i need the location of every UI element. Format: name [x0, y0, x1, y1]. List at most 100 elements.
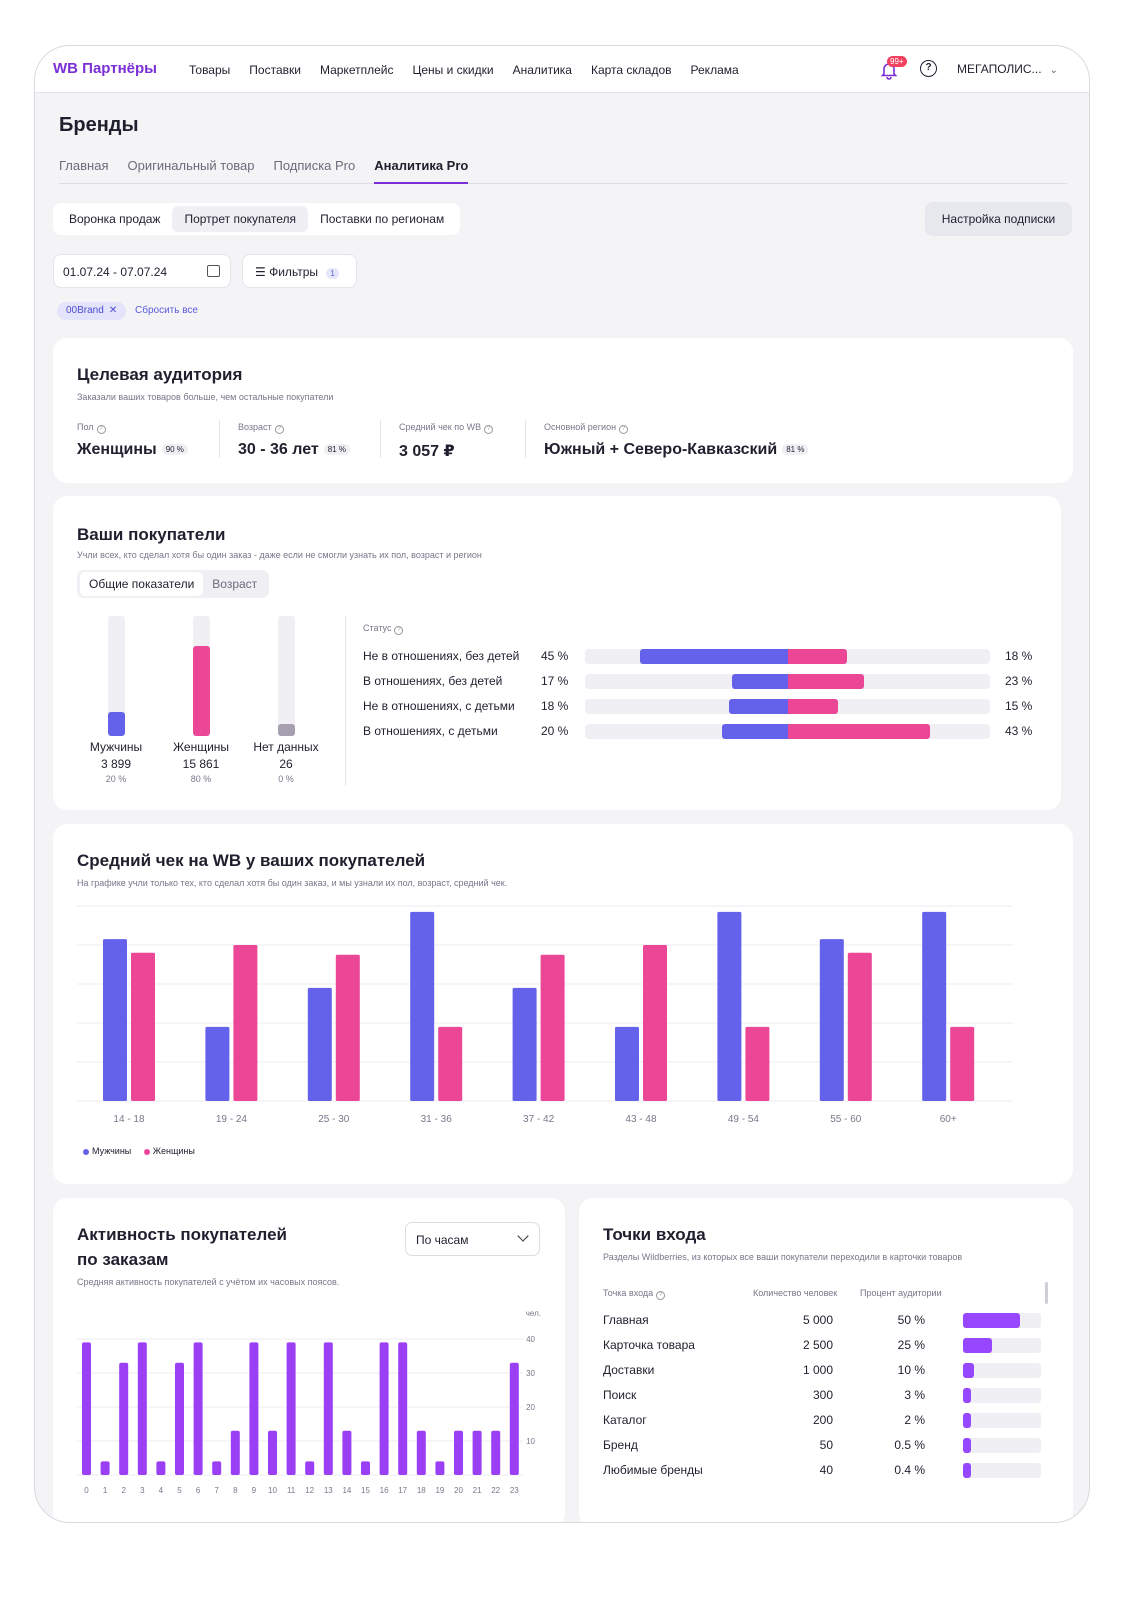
reset-all-link[interactable]: Сбросить все	[135, 305, 198, 316]
toggle-age[interactable]: Возраст	[212, 577, 258, 591]
status-name: Не в отношениях, с детьми	[363, 699, 515, 713]
subtab-region-supplies[interactable]: Поставки по регионам	[320, 212, 445, 226]
activity-title-line1: Активность покупателей	[77, 1225, 287, 1244]
entry-name: Каталог	[603, 1413, 647, 1427]
buyers-subtitle: Учли всех, кто сделал хотя бы один заказ…	[77, 550, 482, 560]
x-tick-label: 37 - 42	[523, 1114, 555, 1125]
subscription-settings-button[interactable]: Настройка подписки	[925, 202, 1072, 236]
status-header: Статус?	[363, 623, 404, 635]
gender-column-unknown: Нет данных 26 0 %	[246, 616, 326, 784]
brand-tabs: Главная Оригинальный товар Подписка Pro …	[59, 158, 1067, 184]
hour-bar	[509, 1362, 519, 1475]
x-tick-label: 22	[491, 1486, 500, 1495]
hour-bar	[175, 1362, 184, 1475]
gender-bar-men	[107, 712, 125, 736]
bar-women	[847, 952, 872, 1101]
y-unit-label: чел.	[526, 1309, 541, 1318]
info-icon[interactable]: ?	[656, 1291, 666, 1300]
entry-bar	[963, 1438, 971, 1453]
entry-count: 40	[819, 1463, 833, 1477]
close-icon[interactable]: ✕	[108, 305, 118, 316]
x-tick-label: 9	[252, 1486, 257, 1495]
x-tick-label: 14 - 18	[113, 1114, 145, 1125]
kpi-region-label: Основной регион	[544, 422, 617, 432]
nav-item-supplies[interactable]: Поставки	[249, 63, 301, 77]
brand-chip-label: 00Brand	[66, 305, 104, 316]
nav-item-analytics[interactable]: Аналитика	[512, 63, 572, 77]
target-audience-card: Целевая аудитория Заказали ваших товаров…	[53, 338, 1073, 483]
subtab-buyer-portrait[interactable]: Портрет покупателя	[172, 206, 309, 232]
hour-bar	[361, 1461, 370, 1475]
x-tick-label: 43 - 48	[625, 1114, 657, 1125]
date-range-field[interactable]: 01.07.24 - 07.07.24	[53, 254, 231, 288]
nav-item-prices[interactable]: Цены и скидки	[412, 63, 494, 77]
entry-row: Главная 5 000 50 %	[603, 1312, 1048, 1330]
kpi-divider	[525, 420, 526, 458]
kpi-age-label: Возраст	[238, 422, 272, 432]
tab-original-product[interactable]: Оригинальный товар	[127, 158, 255, 173]
nav-item-ads[interactable]: Реклама	[690, 63, 739, 77]
nav-item-warehouse-map[interactable]: Карта складов	[590, 63, 672, 77]
kpi-age-pct: 81 %	[323, 444, 350, 456]
x-tick-label: 55 - 60	[830, 1114, 862, 1125]
status-track	[585, 649, 990, 664]
account-name: МЕГАПОЛИС...	[957, 62, 1042, 76]
filters-button[interactable]: ☰ Фильтры 1	[242, 254, 357, 288]
help-icon[interactable]: ?	[920, 60, 937, 77]
bar-women	[745, 1026, 770, 1101]
x-tick-label: 12	[305, 1486, 314, 1495]
info-icon[interactable]: ?	[484, 425, 494, 434]
info-icon[interactable]: ?	[96, 425, 106, 434]
avg-check-subtitle: На графике учли только тех, кто сделал х…	[77, 878, 508, 888]
bar-men	[615, 1026, 639, 1101]
gender-count: 26	[279, 757, 293, 771]
x-tick-label: 17	[398, 1486, 407, 1495]
info-icon[interactable]: ?	[274, 425, 284, 434]
status-left-pct: 45 %	[541, 649, 569, 663]
brand-filter-chip[interactable]: 00Brand ✕	[57, 302, 127, 320]
status-right-pct: 18 %	[1005, 649, 1033, 663]
x-tick-label: 2	[121, 1486, 126, 1495]
status-row: Не в отношениях, без детей 45 % 18 %	[363, 647, 1043, 665]
info-icon[interactable]: ?	[619, 425, 629, 434]
period-dropdown[interactable]: По часам	[405, 1222, 540, 1256]
hour-bar	[379, 1342, 389, 1475]
status-left-pct: 17 %	[541, 674, 569, 688]
entry-bar	[963, 1388, 971, 1403]
avg-check-legend: Мужчины Женщины	[83, 1146, 195, 1156]
entry-bar	[963, 1463, 971, 1478]
buyers-title: Ваши покупатели	[77, 525, 226, 544]
kpi-gender-pct: 90 %	[161, 444, 188, 456]
bar-men	[410, 911, 435, 1101]
x-tick-label: 31 - 36	[421, 1114, 453, 1125]
gender-label: Мужчины	[89, 740, 143, 754]
entry-pct: 50 %	[897, 1313, 925, 1327]
analytics-subtabs: Воронка продаж Портрет покупателя Постав…	[53, 203, 461, 235]
subtab-sales-funnel[interactable]: Воронка продаж	[69, 212, 161, 226]
tab-subscription-pro[interactable]: Подписка Pro	[273, 158, 356, 173]
tab-analytics-pro[interactable]: Аналитика Pro	[374, 158, 469, 184]
sliders-icon: ☰	[255, 265, 266, 279]
tab-main[interactable]: Главная	[59, 158, 109, 173]
hour-bar	[156, 1461, 166, 1475]
x-tick-label: 5	[177, 1486, 182, 1495]
hour-bar	[100, 1461, 110, 1475]
nav-item-marketplace[interactable]: Маркетплейс	[319, 63, 394, 77]
activity-title-line2: по заказам	[77, 1250, 169, 1269]
x-tick-label: 10	[268, 1486, 277, 1495]
gender-bar-unknown	[277, 724, 295, 736]
filters-count-badge: 1	[326, 268, 339, 279]
info-icon[interactable]: ?	[394, 626, 404, 635]
scrollbar[interactable]	[1045, 1282, 1048, 1304]
toggle-overall[interactable]: Общие показатели	[80, 572, 204, 596]
status-bar-right	[788, 724, 930, 739]
nav-item-products[interactable]: Товары	[189, 63, 231, 77]
hour-bar	[268, 1430, 277, 1475]
status-track	[585, 699, 990, 714]
bar-women	[643, 945, 667, 1101]
account-menu[interactable]: МЕГАПОЛИС... ⌄	[957, 62, 1058, 76]
status-name: В отношениях, с детьми	[363, 724, 498, 738]
gender-track	[192, 616, 210, 736]
hour-bar	[82, 1342, 91, 1475]
logo[interactable]: WB Партнёры	[53, 60, 157, 77]
